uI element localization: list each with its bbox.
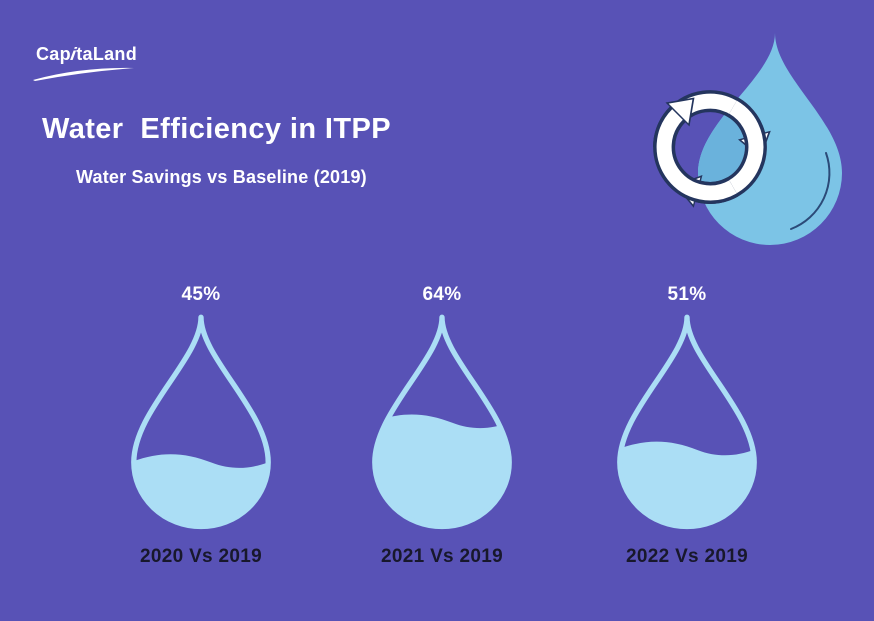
- water-drop-gauge-icon: [131, 314, 271, 530]
- water-recycle-icon: [653, 33, 842, 245]
- gauge-2021-value: 64%: [422, 284, 462, 305]
- hero-highlight-arc: [790, 152, 831, 230]
- water-fill: [374, 414, 510, 527]
- gauge-2020-value: 45%: [181, 284, 221, 305]
- gauge-2022-label: 2022 Vs 2019: [626, 546, 748, 567]
- drop-outline: [617, 314, 757, 530]
- drop-outline: [372, 314, 512, 530]
- gauge-2020-label: 2020 Vs 2019: [140, 546, 262, 567]
- page-title: Water Efficiency in ITPP: [42, 113, 391, 145]
- gauge-2022: 51% 2022 Vs 2019: [602, 284, 772, 568]
- drop-outline: [131, 314, 271, 530]
- gauge-2020: 45% 2020 Vs 2019: [116, 284, 286, 568]
- page-subtitle: Water Savings vs Baseline (2019): [76, 167, 367, 187]
- water-drop-gauge-icon: [372, 314, 512, 530]
- gauge-2022-value: 51%: [667, 284, 707, 305]
- water-drop-gauge-icon: [617, 314, 757, 530]
- logo-swoosh-icon: [33, 67, 134, 81]
- logo-text-post: taLand: [76, 44, 138, 64]
- gauge-2021-label: 2021 Vs 2019: [381, 546, 503, 567]
- recycle-arrows-icon: [653, 90, 771, 208]
- gauge-2021: 64% 2021 Vs 2019: [357, 284, 527, 568]
- capitaland-logo-text: CapitaLand: [36, 44, 146, 64]
- capitaland-logo: CapitaLand: [33, 44, 146, 81]
- logo-text-pre: Cap: [36, 44, 71, 64]
